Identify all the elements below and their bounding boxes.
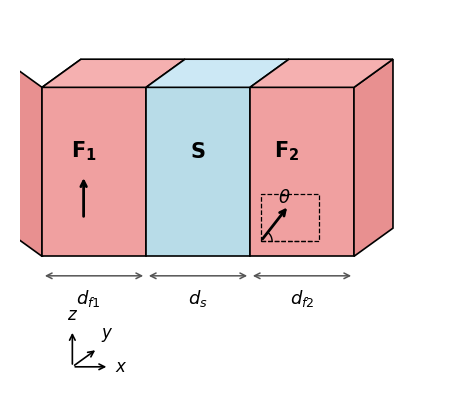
Polygon shape [250,87,354,256]
Text: $\mathbf{S}$: $\mathbf{S}$ [190,142,206,161]
Text: $y$: $y$ [101,326,113,344]
Polygon shape [42,59,185,87]
Text: $z$: $z$ [67,306,78,324]
Text: $\theta$: $\theta$ [278,190,291,207]
Text: $x$: $x$ [115,358,127,376]
Text: $\mathbf{F_2}$: $\mathbf{F_2}$ [273,140,299,164]
Polygon shape [250,59,393,87]
Polygon shape [354,59,393,256]
Text: $\mathbf{F_1}$: $\mathbf{F_1}$ [71,140,97,164]
Polygon shape [42,59,81,256]
Polygon shape [42,87,146,256]
Text: $d_{f2}$: $d_{f2}$ [290,287,314,309]
Polygon shape [146,87,250,256]
Polygon shape [146,59,289,87]
Text: $d_s$: $d_s$ [188,287,208,309]
Polygon shape [3,59,42,256]
Text: $d_{f1}$: $d_{f1}$ [76,287,101,309]
